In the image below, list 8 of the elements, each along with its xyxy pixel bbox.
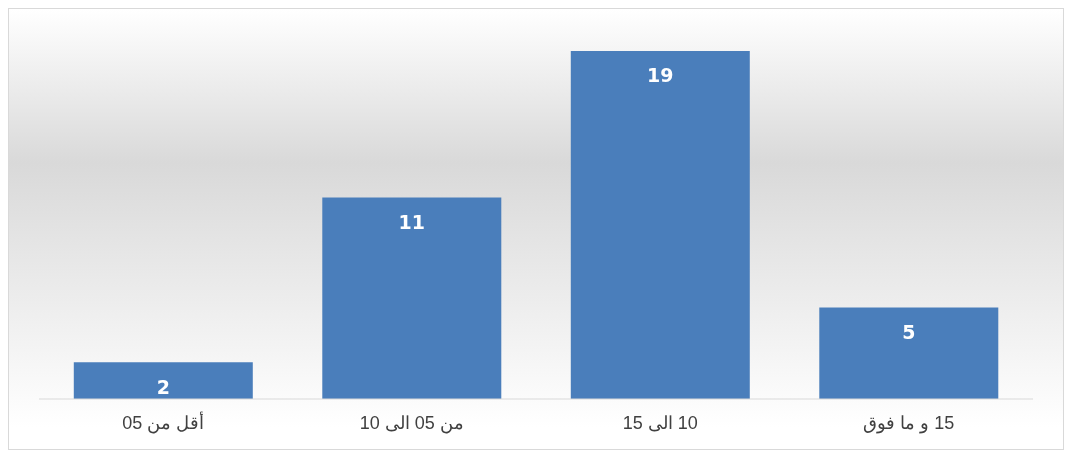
x-tick-label: أقل من 05 bbox=[122, 411, 205, 434]
x-tick-label: 10 الى 15 bbox=[622, 413, 698, 433]
data-label: 2 bbox=[156, 375, 170, 398]
data-label: 19 bbox=[647, 64, 674, 87]
data-label: 11 bbox=[398, 211, 426, 234]
x-tick-label: من 05 الى 10 bbox=[359, 413, 464, 434]
data-label: 5 bbox=[902, 320, 916, 343]
x-tick-label: 15 و ما فوق bbox=[863, 413, 955, 434]
